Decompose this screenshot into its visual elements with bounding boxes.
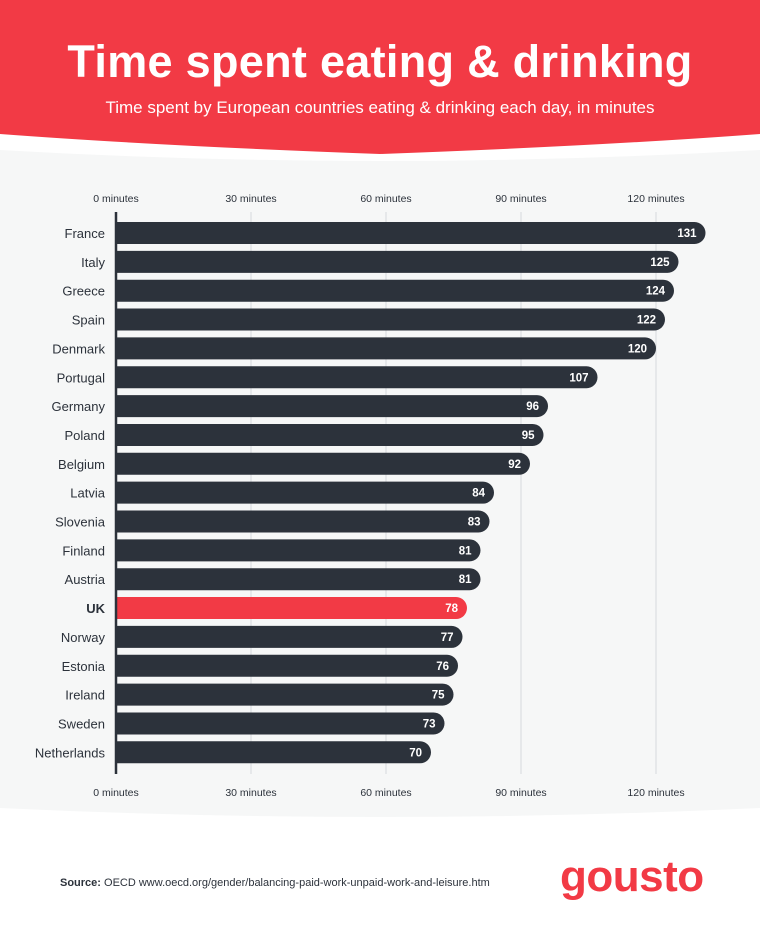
bar-value-label: 76 <box>436 661 449 673</box>
category-label: Denmark <box>52 341 105 356</box>
bar <box>116 337 656 360</box>
category-label: Latvia <box>70 486 105 501</box>
bar-value-label: 131 <box>677 228 697 240</box>
bar <box>116 539 481 562</box>
chart-subtitle: Time spent by European countries eating … <box>105 98 655 117</box>
bar-value-label: 122 <box>637 315 656 327</box>
bar <box>116 395 548 418</box>
bar-value-label: 78 <box>445 603 458 615</box>
bar-value-label: 92 <box>508 459 521 471</box>
bar <box>116 481 494 504</box>
category-label: Norway <box>61 630 106 645</box>
category-label: Slovenia <box>55 515 106 530</box>
bar-value-label: 107 <box>569 372 588 384</box>
category-label: Germany <box>52 399 106 414</box>
x-tick-label-top: 0 minutes <box>93 193 139 205</box>
chart-title: Time spent eating & drinking <box>67 36 693 87</box>
x-tick-label-bottom: 90 minutes <box>495 787 546 799</box>
bar-value-label: 84 <box>472 488 485 500</box>
bar <box>116 222 706 244</box>
bar <box>116 683 454 706</box>
category-label: Poland <box>65 428 105 443</box>
bar-value-label: 75 <box>432 690 445 702</box>
category-label: Portugal <box>57 370 106 385</box>
category-label: Estonia <box>62 659 106 674</box>
bar <box>116 568 481 591</box>
bar-value-label: 73 <box>423 718 436 730</box>
category-label: Spain <box>72 313 105 328</box>
bar-value-label: 124 <box>646 286 666 298</box>
source-note: Source: OECD www.oecd.org/gender/balanci… <box>60 877 490 889</box>
x-tick-label-bottom: 30 minutes <box>225 787 276 799</box>
category-label: Italy <box>81 255 105 270</box>
category-label: Belgium <box>58 457 105 472</box>
x-tick-label-top: 30 minutes <box>225 193 276 205</box>
bar-value-label: 77 <box>441 632 454 644</box>
x-tick-label-top: 90 minutes <box>495 193 546 205</box>
x-tick-label-bottom: 120 minutes <box>627 787 684 799</box>
category-label: UK <box>86 601 105 616</box>
source-text: OECD www.oecd.org/gender/balancing-paid-… <box>104 877 490 889</box>
source-label: Source: <box>60 877 101 889</box>
bar <box>116 654 458 677</box>
category-label: Ireland <box>65 688 105 703</box>
bar <box>116 308 665 331</box>
bar-value-label: 83 <box>468 517 481 529</box>
bar-value-label: 81 <box>459 574 472 586</box>
bar <box>116 250 679 273</box>
category-label: France <box>65 226 105 241</box>
x-tick-label-bottom: 60 minutes <box>360 787 411 799</box>
gousto-logo: gousto <box>560 852 704 901</box>
x-tick-label-bottom: 0 minutes <box>93 787 139 799</box>
bar <box>116 625 463 648</box>
bar-value-label: 81 <box>459 545 472 557</box>
bar-value-label: 96 <box>526 401 539 413</box>
category-label: Austria <box>65 572 106 587</box>
bar <box>116 712 445 735</box>
bar-value-label: 70 <box>409 747 422 759</box>
category-label: Finland <box>62 543 105 558</box>
bar <box>116 423 544 446</box>
bar <box>116 279 674 302</box>
bar <box>116 452 530 475</box>
bar <box>116 510 490 533</box>
bar <box>116 366 598 389</box>
category-label: Sweden <box>58 716 105 731</box>
x-tick-label-top: 120 minutes <box>627 193 684 205</box>
x-tick-label-top: 60 minutes <box>360 193 411 205</box>
bar <box>116 597 468 620</box>
bar-value-label: 120 <box>628 343 647 355</box>
bar <box>116 741 432 764</box>
bar-value-label: 95 <box>522 430 535 442</box>
bar-value-label: 125 <box>650 257 670 269</box>
category-label: Greece <box>62 284 105 299</box>
category-label: Netherlands <box>35 745 106 760</box>
